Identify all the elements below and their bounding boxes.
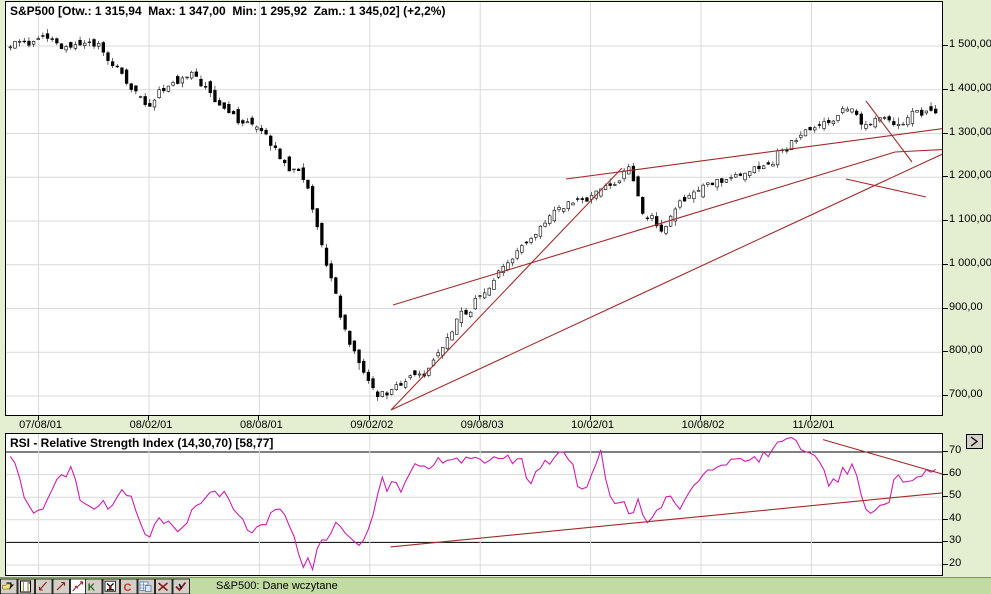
svg-text:K: K [88, 583, 96, 594]
svg-text:C: C [124, 582, 132, 594]
